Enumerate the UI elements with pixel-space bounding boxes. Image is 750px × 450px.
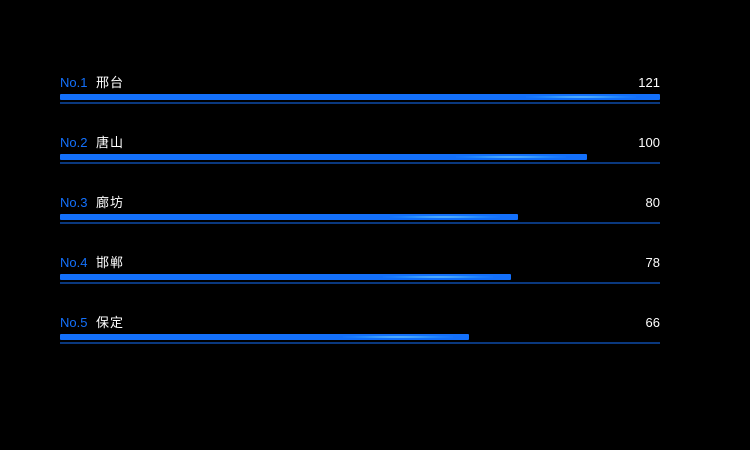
- bar-shine-highlight: [383, 276, 494, 278]
- ranking-row: No.2 唐山 100: [60, 125, 660, 185]
- rank-label: No.5: [60, 315, 88, 330]
- city-name: 廊坊: [96, 195, 125, 210]
- bar-track: [60, 334, 660, 344]
- rank-label: No.2: [60, 135, 88, 150]
- bar-track: [60, 274, 660, 284]
- city-name: 唐山: [96, 135, 125, 150]
- bar: [60, 154, 587, 160]
- ranking-board: No.1 邢台 121 No.2 唐山 100 No.3 廊坊 80: [60, 65, 660, 365]
- ranking-info: No.3 廊坊 80: [60, 185, 660, 210]
- bar-shine-highlight: [342, 336, 453, 338]
- rank-value: 80: [645, 195, 660, 210]
- ranking-info: No.4 邯郸 78: [60, 245, 660, 270]
- ranking-row: No.4 邯郸 78: [60, 245, 660, 305]
- city-name: 邢台: [96, 75, 125, 90]
- ranking-info: No.5 保定 66: [60, 305, 660, 330]
- bar-track: [60, 214, 660, 224]
- rank-label: No.3: [60, 195, 88, 210]
- ranking-info: No.2 唐山 100: [60, 125, 660, 150]
- rank-value: 66: [645, 315, 660, 330]
- ranking-info: No.1 邢台 121: [60, 65, 660, 90]
- bar-track: [60, 94, 660, 104]
- rank-value: 100: [638, 135, 660, 150]
- ranking-row: No.1 邢台 121: [60, 65, 660, 125]
- city-name: 邯郸: [96, 255, 125, 270]
- bar: [60, 214, 518, 220]
- bar: [60, 334, 470, 340]
- rank-label: No.4: [60, 255, 88, 270]
- rank-value: 78: [645, 255, 660, 270]
- ranking-row: No.5 保定 66: [60, 305, 660, 365]
- city-name: 保定: [96, 315, 125, 330]
- bar-shine-highlight: [526, 96, 636, 98]
- ranking-row: No.3 廊坊 80: [60, 185, 660, 245]
- bar-shine-highlight: [389, 216, 500, 218]
- rank-label: No.1: [60, 75, 88, 90]
- bar-shine-highlight: [455, 156, 566, 158]
- rank-value: 121: [638, 75, 660, 90]
- bar-track: [60, 154, 660, 164]
- bar: [60, 94, 660, 100]
- bar: [60, 274, 512, 280]
